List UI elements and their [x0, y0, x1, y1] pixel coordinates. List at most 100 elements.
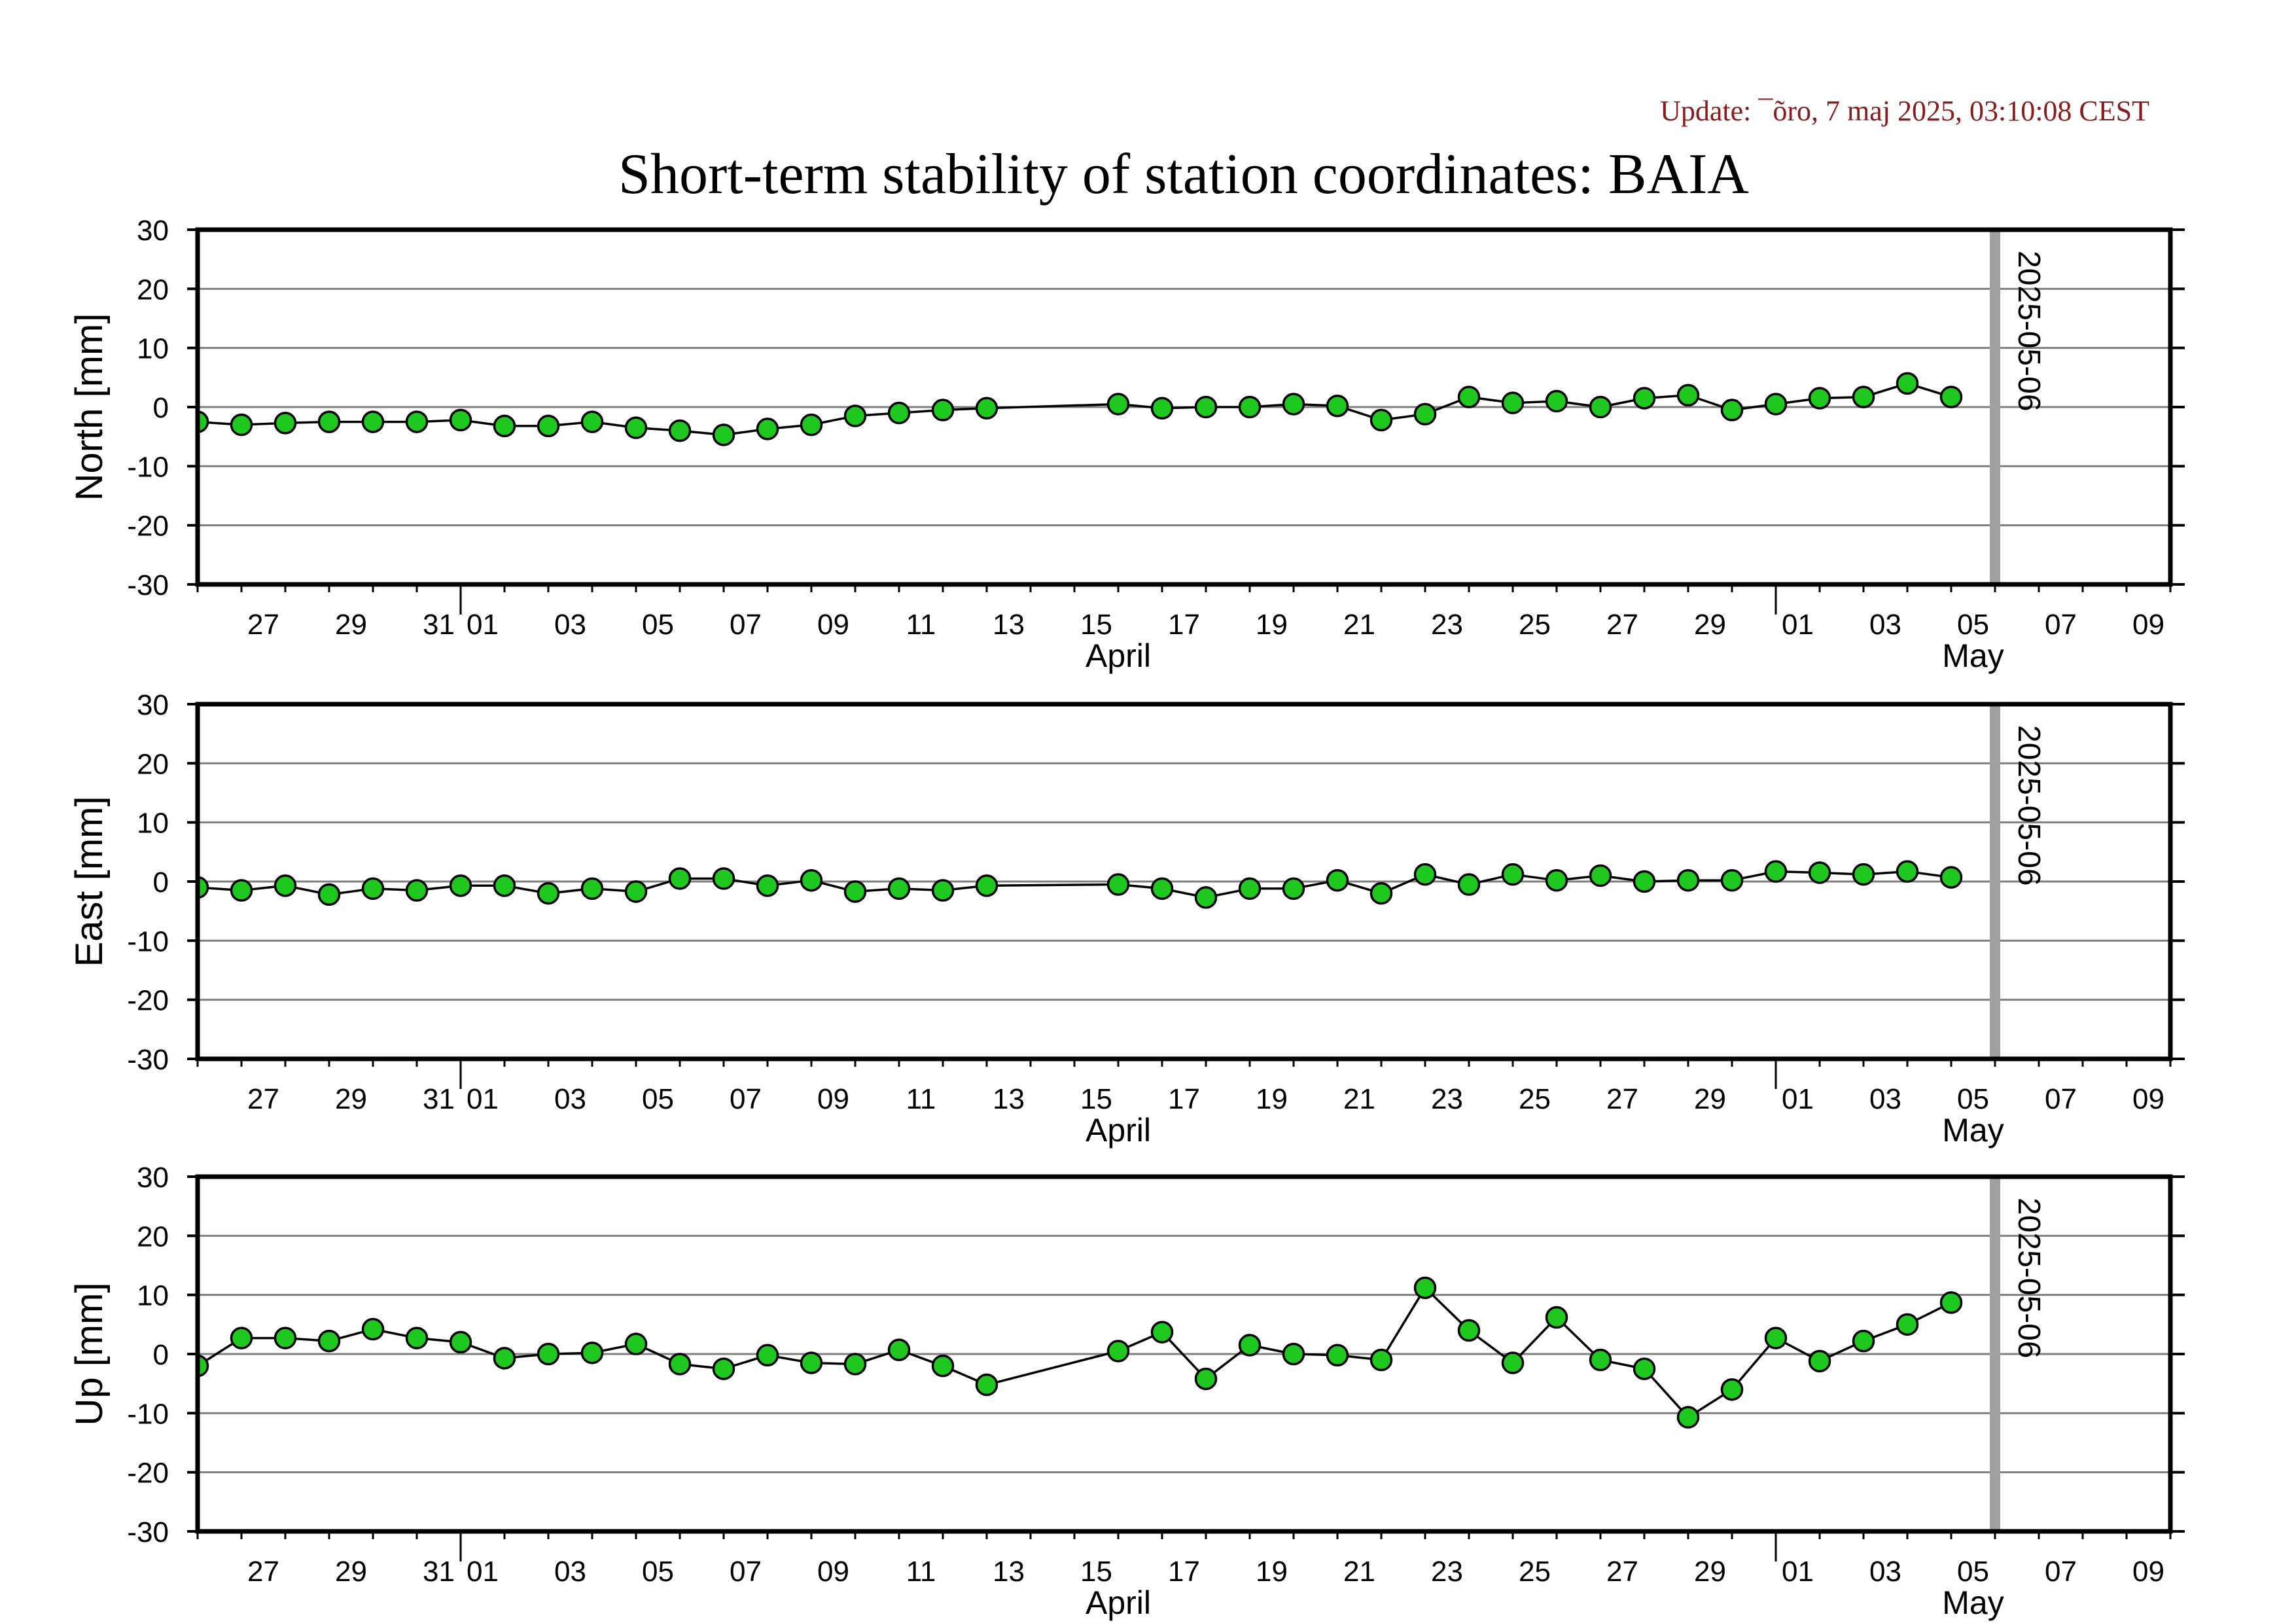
- x-tick-label: 01: [467, 1083, 499, 1115]
- chart-title: Short-term stability of station coordina…: [618, 143, 1749, 206]
- x-tick-label: 05: [1957, 609, 1989, 641]
- data-point: [931, 1354, 955, 1378]
- x-tick-label: 29: [1694, 1556, 1726, 1588]
- data-point: [756, 418, 779, 440]
- x-tick-label: 09: [2132, 609, 2164, 641]
- x-tick-label: 01: [467, 1556, 499, 1588]
- east-panel: 30 20 10 0 -10 -20 -30 27 29 31 01 03 05 07 09 11 13 15 17…: [68, 689, 2185, 1149]
- x-tick-label: 13: [993, 1083, 1025, 1115]
- data-point: [1194, 395, 1218, 419]
- x-tick-label: 25: [1519, 1083, 1551, 1115]
- data-point: [975, 874, 998, 897]
- data-point: [1369, 882, 1393, 905]
- data-point: [1808, 861, 1831, 884]
- y-tick-label: 30: [137, 215, 169, 247]
- data-point: [887, 877, 911, 901]
- x-tick-label: 21: [1343, 1083, 1375, 1115]
- data-point: [1369, 1348, 1393, 1372]
- x-tick-label: 29: [1694, 609, 1726, 641]
- data-point: [668, 419, 692, 442]
- data-point: [1238, 877, 1262, 901]
- data-point: [1939, 866, 1963, 889]
- y-tick-label: 20: [137, 1221, 169, 1253]
- plot-frame: [195, 702, 2173, 1061]
- y-tick-label: -30: [127, 1516, 169, 1548]
- update-timestamp: Update: ¯õro, 7 maj 2025, 03:10:08 CEST: [1660, 95, 2149, 127]
- data-point: [537, 414, 560, 438]
- data-point: [1589, 395, 1612, 419]
- x-tick-label: 17: [1168, 609, 1200, 641]
- x-tick-label: 07: [730, 609, 762, 641]
- reference-line-label: 2025-05-06: [2011, 251, 2046, 412]
- x-tick-label: 05: [1957, 1556, 1989, 1588]
- y-tick-label: -30: [127, 1044, 169, 1076]
- x-tick-label: 15: [1080, 1556, 1112, 1588]
- x-tick-label: 01: [1782, 609, 1814, 641]
- data-point: [1720, 1378, 1744, 1401]
- data-point: [887, 401, 911, 425]
- x-tick-label: 27: [247, 1556, 279, 1588]
- x-tick-label: 03: [1869, 1083, 1901, 1115]
- x-tick-label: 19: [1256, 1083, 1288, 1115]
- x-tick-label: 11: [906, 1556, 936, 1588]
- data-point: [1413, 1276, 1437, 1300]
- data-point: [1720, 399, 1744, 421]
- data-point: [1720, 868, 1744, 892]
- data-point: [1896, 372, 1919, 395]
- data-point: [1633, 387, 1656, 410]
- data-point: [317, 883, 341, 906]
- data-point: [1764, 393, 1788, 416]
- data-point: [537, 1342, 560, 1366]
- x-tick-label: 27: [247, 1083, 279, 1115]
- x-tick-label: 05: [642, 609, 674, 641]
- data-point: [1238, 395, 1262, 419]
- data-point: [493, 1347, 516, 1370]
- data-point: [975, 1373, 998, 1397]
- data-point: [1589, 864, 1612, 887]
- data-point: [931, 399, 955, 421]
- month-label: May: [1942, 1112, 2004, 1149]
- data-point: [1764, 1327, 1788, 1349]
- x-tick-label: 01: [1782, 1556, 1814, 1588]
- x-tick-label: 15: [1080, 1083, 1112, 1115]
- data-point: [274, 412, 297, 435]
- month-label: May: [1942, 1584, 2004, 1621]
- data-point: [1457, 873, 1481, 896]
- x-tick-label: 23: [1431, 1083, 1463, 1115]
- x-tick-label: 31: [423, 1083, 455, 1115]
- x-tick-label: 17: [1168, 1556, 1200, 1588]
- data-point: [1501, 391, 1525, 414]
- data-point: [361, 410, 385, 433]
- up-panel: 30 20 10 0 -10 -20 -30 27 29 31 01 03 05 07 09 11 13 15 17…: [68, 1162, 2185, 1621]
- chart-panels: 30 20 10 0 -10 -20 -30 27 29 31 01 03 05 07 09 11 13 15 17…: [68, 215, 2185, 1621]
- x-tick-label: 29: [1694, 1083, 1726, 1115]
- x-tick-label: 07: [730, 1556, 762, 1588]
- x-tick-label: 17: [1168, 1083, 1200, 1115]
- data-point: [1633, 870, 1656, 893]
- y-tick-label: 10: [137, 808, 169, 840]
- y-axis-label: North [mm]: [68, 313, 111, 501]
- data-point: [405, 410, 429, 433]
- x-tick-label: 01: [1782, 1083, 1814, 1115]
- data-point: [1326, 394, 1349, 418]
- y-tick-label: 20: [137, 748, 169, 780]
- data-point: [931, 879, 955, 902]
- x-tick-label: 23: [1431, 609, 1463, 641]
- data-point: [230, 879, 253, 902]
- x-tick-label: 09: [2132, 1083, 2164, 1115]
- x-tick-label: 09: [817, 1083, 849, 1115]
- data-point: [1326, 868, 1349, 892]
- y-tick-label: 0: [153, 1339, 169, 1371]
- data-point: [1106, 873, 1130, 896]
- y-tick-label: 30: [137, 689, 169, 721]
- data-point: [1282, 1342, 1305, 1366]
- data-point: [1896, 860, 1919, 883]
- data-point: [493, 874, 516, 897]
- data-point: [317, 1329, 341, 1353]
- data-point: [1501, 863, 1525, 886]
- data-point: [1808, 387, 1831, 410]
- month-label: May: [1942, 637, 2004, 674]
- data-point: [1939, 385, 1963, 408]
- data-point: [1676, 868, 1700, 892]
- x-tick-label: 19: [1256, 1556, 1288, 1588]
